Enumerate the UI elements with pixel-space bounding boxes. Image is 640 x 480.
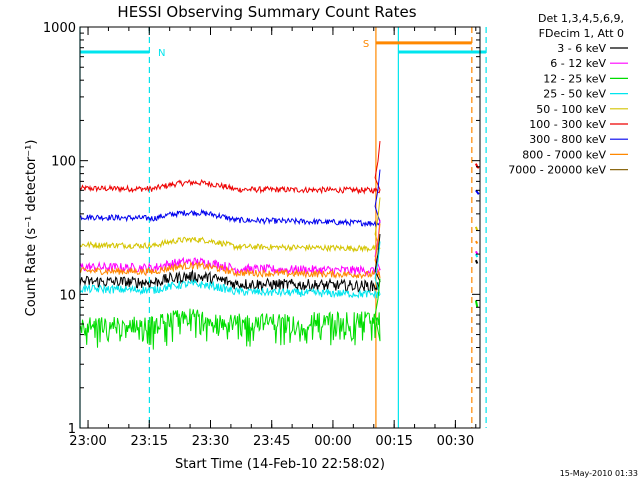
series-line [79,197,381,253]
legend-label: 300 - 800 keV [529,133,606,146]
legend-label: 12 - 25 keV [543,72,606,85]
legend-label: 7000 - 20000 keV [508,164,606,177]
chart-title: HESSI Observing Summary Count Rates [117,3,416,21]
series-line [79,241,381,299]
series-line-after-gap [474,226,479,231]
series-line [79,169,381,228]
legend-label: 3 - 6 keV [557,42,606,55]
plot-frame [79,26,481,429]
status-label: N [158,48,165,59]
chart-marks: NS [79,27,487,428]
series-line-after-gap [474,253,479,258]
series-line-after-gap [474,300,479,308]
legend-label: 6 - 12 keV [550,57,606,70]
series-line-after-gap [474,259,479,264]
series-line [79,219,381,277]
legend-header-2: FDecim 1, Att 0 [539,27,624,40]
y-tick-label: 100 [51,155,76,170]
series-line-after-gap [474,163,480,169]
y-axis: 1 10 100 1000 [43,21,480,437]
y-tick-label: 1 [68,422,76,437]
series-line [79,223,381,280]
x-tick-label: 00:30 [437,434,474,449]
legend-label: 50 - 100 keV [536,103,606,116]
legend-label: 25 - 50 keV [543,88,606,101]
x-tick-label: 00:15 [375,434,412,449]
x-tick-label: 00:00 [314,434,351,449]
x-tick-label: 23:30 [192,434,229,449]
series-line [79,141,381,195]
legend-header-1: Det 1,3,4,5,6,9, [538,12,624,25]
y-axis-label: Count Rate (s⁻¹ detector⁻¹) [24,140,39,317]
legend-label: 800 - 7000 keV [522,148,606,161]
x-tick-label: 23:45 [253,434,290,449]
x-tick-label: 23:00 [69,434,106,449]
x-tick-label: 23:15 [131,434,168,449]
legend-label: 100 - 300 keV [529,118,606,131]
legend: Det 1,3,4,5,6,9, FDecim 1, Att 0 3 - 6 k… [508,12,628,177]
footer-date: 15-May-2010 01:33 [560,469,638,478]
x-axis-label: Start Time (14-Feb-10 22:58:02) [175,457,385,472]
y-tick-label: 10 [59,288,76,303]
series-line [79,234,381,293]
series-line-after-gap [475,189,480,195]
series-line [79,278,381,350]
series-line-after-gap [475,240,479,245]
y-tick-label: 1000 [43,21,76,36]
status-label: S [363,39,369,50]
x-axis: 23:00 23:15 23:30 23:45 00:00 00:15 00:30 [69,27,477,449]
